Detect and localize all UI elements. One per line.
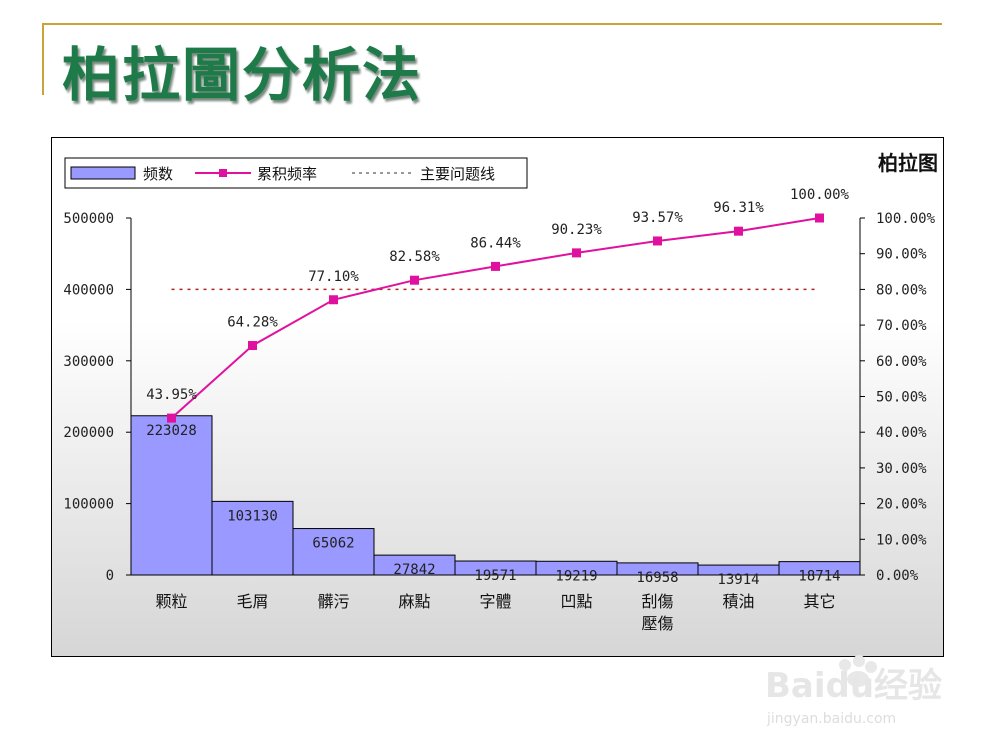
bar-value-label: 223028 xyxy=(146,423,197,439)
watermark-url: jingyan.baidu.com xyxy=(766,711,896,727)
cumulative-point xyxy=(734,226,743,236)
cumulative-point xyxy=(491,261,500,271)
y-tick-label-left: 200000 xyxy=(63,425,114,441)
cumulative-point xyxy=(248,341,257,351)
y-tick-label-right: 10.00% xyxy=(876,532,927,548)
paw-icon xyxy=(839,655,877,687)
axes: 0 100000 200000 300000 400000 500000 0.00% 10.0… xyxy=(63,211,935,584)
y-tick-label-left: 400000 xyxy=(63,282,114,298)
data-labels: 223028 颗粒 103130 毛屑 65062 髒污 27842 麻點 19571 字體 192… xyxy=(146,187,849,633)
bar-value-label: 27842 xyxy=(393,562,435,578)
bar-value-label: 103130 xyxy=(227,508,278,524)
category-label: 字體 xyxy=(479,592,511,611)
bar xyxy=(292,528,375,576)
y-tick-label-right: 70.00% xyxy=(876,318,927,334)
category-label: 壓傷 xyxy=(641,614,673,633)
bar-value-label: 19571 xyxy=(474,568,516,584)
category-label: 其它 xyxy=(803,592,835,611)
legend-label-cumulative: 累积频率 xyxy=(257,165,317,183)
y-tick-label-right: 100.00% xyxy=(876,211,936,227)
chart-title: 柏拉图 xyxy=(878,151,938,175)
cumulative-label: 43.95% xyxy=(146,387,197,403)
bar-value-label: 65062 xyxy=(312,536,354,552)
y-tick-label-right: 20.00% xyxy=(876,497,927,513)
category-label: 麻點 xyxy=(398,592,430,611)
category-label: 積油 xyxy=(722,592,754,611)
cumulative-label: 77.10% xyxy=(308,269,359,285)
cumulative-label: 100.00% xyxy=(790,187,850,203)
bars xyxy=(130,415,861,576)
cumulative-point xyxy=(815,213,824,223)
y-tick-label-left: 500000 xyxy=(63,211,114,227)
legend-bar-swatch xyxy=(70,166,136,180)
bar-value-label: 19219 xyxy=(555,568,597,584)
cumulative-label: 90.23% xyxy=(551,222,602,238)
cumulative-line-group xyxy=(167,213,824,423)
slide-title: 柏拉圖分析法 xyxy=(62,41,423,109)
bar xyxy=(778,561,861,576)
top-rule xyxy=(42,23,942,25)
legend-line-marker xyxy=(219,169,227,177)
legend: 频数 累积频率 主要问题线 xyxy=(64,157,528,189)
category-label: 毛屑 xyxy=(236,592,268,611)
cumulative-label: 64.28% xyxy=(227,315,278,331)
y-tick-label-left: 300000 xyxy=(63,354,114,370)
y-tick-label-right: 0.00% xyxy=(876,568,919,584)
cumulative-point xyxy=(572,248,581,258)
cumulative-point xyxy=(410,275,419,285)
watermark: Baidu经验 jingyan.baidu.com xyxy=(765,655,942,727)
y-tick-label-right: 90.00% xyxy=(876,247,927,263)
legend-label-bars: 频数 xyxy=(143,165,173,183)
bar-value-label: 16958 xyxy=(636,570,678,586)
legend-label-reference: 主要问题线 xyxy=(420,165,495,183)
category-label: 刮傷 xyxy=(641,592,673,611)
y-tick-label-right: 80.00% xyxy=(876,282,927,298)
y-tick-label-right: 50.00% xyxy=(876,390,927,406)
cumulative-point xyxy=(653,236,662,246)
y-tick-label-right: 30.00% xyxy=(876,461,927,477)
y-tick-label-left: 0 xyxy=(106,568,114,584)
cumulative-point xyxy=(329,295,338,305)
bar-value-label: 13914 xyxy=(717,572,759,588)
chart-frame: 柏拉图 频数 累积频率 主要问题线 0 100000 200000 300000 400… xyxy=(51,137,944,657)
y-tick-label-left: 100000 xyxy=(63,497,114,513)
cumulative-label: 96.31% xyxy=(713,200,764,216)
bar xyxy=(211,500,294,576)
y-tick-label-right: 60.00% xyxy=(876,354,927,370)
left-rule xyxy=(42,23,44,95)
category-label: 颗粒 xyxy=(155,592,187,611)
y-tick-label-right: 40.00% xyxy=(876,425,927,441)
watermark-brand: Baidu经验 xyxy=(765,666,942,706)
cumulative-point xyxy=(167,413,176,423)
cumulative-label: 82.58% xyxy=(389,249,440,265)
cumulative-label: 93.57% xyxy=(632,210,683,226)
cumulative-label: 86.44% xyxy=(470,235,521,251)
legend-box xyxy=(64,157,528,189)
bar-value-label: 18714 xyxy=(798,569,840,585)
bar xyxy=(130,415,213,576)
category-label: 髒污 xyxy=(317,592,349,611)
category-label: 凹點 xyxy=(560,592,592,611)
pareto-chart: 柏拉图 频数 累积频率 主要问题线 0 100000 200000 300000 400… xyxy=(63,151,938,633)
